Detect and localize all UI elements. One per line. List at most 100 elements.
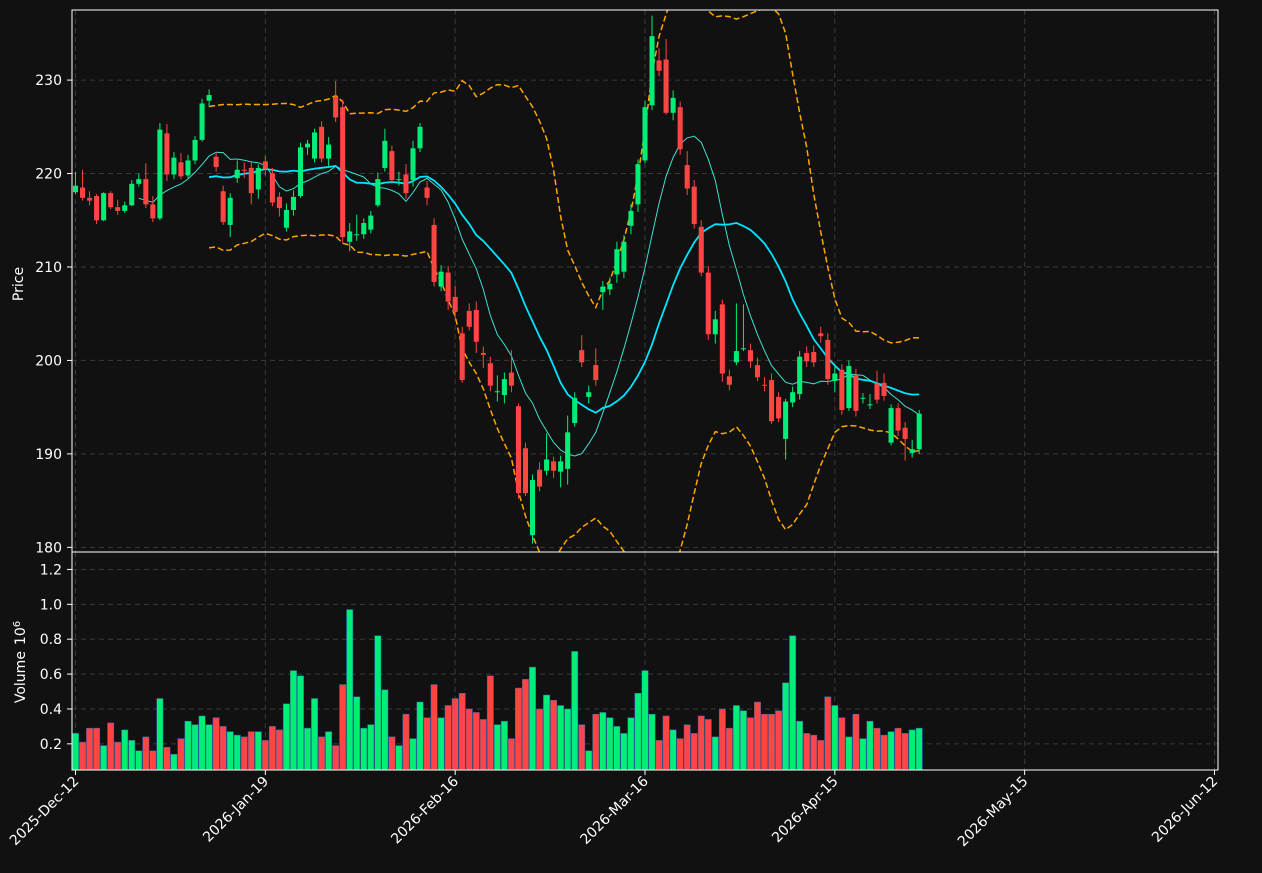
candle-body [389,151,395,181]
volume-axis-label-scale: 10 [13,627,29,645]
candle-body [143,179,149,205]
candle-body [101,193,107,221]
candle-body [558,461,564,472]
volume-bar [852,713,860,771]
candle-body [494,391,500,393]
candle-body [108,193,114,208]
candle-body [797,356,803,395]
volume-bar [121,729,129,771]
candle-body [319,126,325,159]
volume-bar [620,733,628,771]
volume-tick-label: 0.8 [40,632,62,648]
volume-bar [177,738,185,771]
candle-body [248,167,254,194]
candle-body [361,223,367,235]
candle-body [234,169,240,179]
volume-bar [683,724,691,771]
candle-body [410,148,416,181]
volume-bar [163,747,171,771]
volume-bar [522,679,529,771]
volume-tick-label: 0.6 [40,667,62,683]
volume-bar [423,717,431,771]
volume-bar [233,734,241,771]
volume-axis-label-text: Volume [13,651,29,703]
candle-body [403,174,409,194]
volume-bar [486,675,494,771]
candle-body [473,309,479,342]
candle-body [347,231,353,242]
volume-bar [191,724,199,771]
candle-body [811,352,817,363]
bollinger-bands [208,10,920,552]
volume-tick-label: 1.0 [40,597,62,613]
volume-bar [789,635,797,771]
candle-body [586,392,592,397]
volume-bar [704,719,712,771]
volume-bar [578,724,586,771]
candle-body [417,126,423,149]
volume-bar [817,740,825,771]
volume-bar [796,720,804,771]
candle-body [438,271,444,287]
volume-bar [550,699,558,771]
candle-body [761,384,768,386]
candle-body [185,160,191,176]
volume-bar [339,684,347,771]
candle-body [544,459,550,471]
candle-body [804,352,810,362]
volume-bar [72,733,79,771]
candle-body [340,107,346,238]
candle-body [312,132,318,159]
volume-bar [557,705,565,771]
volume-bar [325,731,333,771]
candle-body [719,304,725,374]
volume-bar [564,708,572,771]
volume-bar [367,724,375,771]
candle-body [227,197,233,225]
volume-bar [261,740,269,771]
candle-body [333,96,339,118]
volume-bar [529,666,536,771]
candle-body [839,369,845,410]
bollinger-upper-band [208,10,920,344]
volume-bar [740,710,747,771]
candle-body [572,397,578,424]
volume-bar [149,750,157,771]
candle-body [769,380,775,422]
candle-body [150,204,156,219]
candle-body [276,196,282,209]
volume-bar [887,731,895,771]
volume-bar [655,740,663,771]
candle-body [607,283,613,290]
volume-bar [156,698,164,771]
volume-bar [775,710,782,771]
candle-body [80,187,86,198]
candle-body [192,139,198,161]
volume-tick-label: 0.2 [40,737,62,753]
price-tick-label: 220 [35,167,62,183]
price-tick-label: 200 [35,353,62,369]
volume-bar [873,727,881,771]
volume-bar [465,708,473,771]
volume-bar [838,717,846,771]
volume-bar [479,719,487,771]
volume-bar [205,724,213,771]
volume-bar [782,682,790,771]
volume-bar [515,687,522,771]
volume-bar [198,715,206,771]
volume-bar [437,717,445,771]
volume-bar [866,720,874,771]
candle-body [129,183,135,206]
candle-body [375,179,381,206]
candle-body [157,129,163,219]
candle-body [171,157,177,175]
candle-body [136,179,142,184]
candle-body [459,333,465,381]
volume-bar [613,726,621,771]
volume-bar [409,738,417,771]
volume-bar [332,745,340,771]
volume-bar [79,741,86,771]
volume-bar [93,727,101,771]
volume-bar [543,694,550,771]
volume-bar [718,708,726,771]
